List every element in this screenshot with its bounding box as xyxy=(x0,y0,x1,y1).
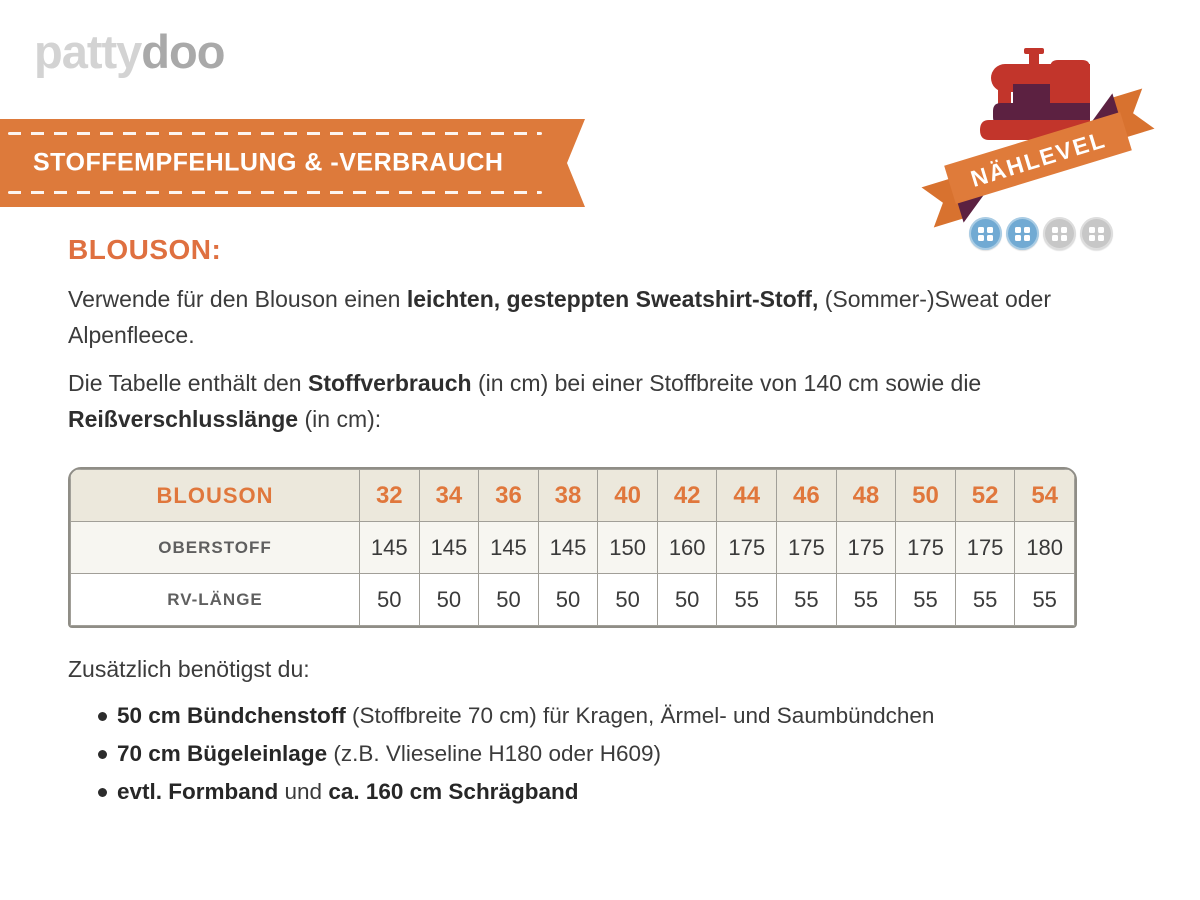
rv-value: 55 xyxy=(1014,573,1075,626)
size-header: 32 xyxy=(359,469,420,522)
oberstoff-value: 145 xyxy=(537,521,599,574)
naehlevel-badge: NÄHLEVEL xyxy=(921,48,1155,228)
rv-value: 50 xyxy=(656,573,718,626)
rv-value: 50 xyxy=(359,573,420,626)
extras-list: 50 cm Bündchenstoff (Stoffbreite 70 cm) … xyxy=(98,697,934,811)
size-header: 42 xyxy=(656,469,718,522)
list-item: 50 cm Bündchenstoff (Stoffbreite 70 cm) … xyxy=(98,697,934,735)
oberstoff-value: 145 xyxy=(359,521,420,574)
oberstoff-value: 175 xyxy=(716,521,778,574)
section-banner: STOFFEMPFEHLUNG & -VERBRAUCH xyxy=(0,119,585,207)
size-header: 50 xyxy=(895,469,956,522)
bullet-icon xyxy=(98,750,107,759)
rv-value: 55 xyxy=(895,573,956,626)
rv-value: 50 xyxy=(537,573,599,626)
size-header: 40 xyxy=(597,469,658,522)
logo-part-patty: patty xyxy=(34,25,142,78)
list-item-text: 50 cm Bündchenstoff (Stoffbreite 70 cm) … xyxy=(117,703,935,728)
fabric-table: BLOUSON 32 34 36 38 40 42 44 46 48 50 52… xyxy=(70,469,1075,626)
list-item-text: evtl. Formband und ca. 160 cm Schrägband xyxy=(117,779,579,804)
fabric-table-wrapper: BLOUSON 32 34 36 38 40 42 44 46 48 50 52… xyxy=(68,467,1077,628)
level-buttons xyxy=(969,217,1113,250)
oberstoff-value: 175 xyxy=(954,521,1016,574)
rv-value: 55 xyxy=(835,573,897,626)
oberstoff-value: 160 xyxy=(656,521,718,574)
row-label: RV-LÄNGE xyxy=(70,573,360,626)
bullet-icon xyxy=(98,712,107,721)
rv-value: 55 xyxy=(776,573,837,626)
table-row-oberstoff: OBERSTOFF 145 145 145 145 150 160 175 17… xyxy=(70,521,1075,574)
size-header: 54 xyxy=(1014,469,1075,522)
pattydoo-logo: pattydoo xyxy=(34,24,225,79)
intro-paragraph: Verwende für den Blouson einen leichten,… xyxy=(68,286,1051,348)
sewing-machine-icon xyxy=(980,48,1090,140)
logo-part-doo: doo xyxy=(141,25,225,78)
oberstoff-value: 145 xyxy=(478,521,539,574)
rv-value: 50 xyxy=(418,573,480,626)
table-intro-paragraph: Die Tabelle enthält den Stoffverbrauch (… xyxy=(68,370,982,432)
oberstoff-value: 180 xyxy=(1014,521,1075,574)
rv-value: 55 xyxy=(716,573,778,626)
oberstoff-value: 175 xyxy=(835,521,897,574)
rv-value: 50 xyxy=(478,573,539,626)
list-item: 70 cm Bügeleinlage (z.B. Vlieseline H180… xyxy=(98,735,934,773)
button-icon xyxy=(969,217,1002,250)
button-icon xyxy=(1080,217,1113,250)
bullet-icon xyxy=(98,788,107,797)
size-header: 44 xyxy=(716,469,778,522)
rv-value: 50 xyxy=(597,573,658,626)
size-header: 38 xyxy=(537,469,599,522)
rv-value: 55 xyxy=(954,573,1016,626)
size-header: 48 xyxy=(835,469,897,522)
table-header-row: BLOUSON 32 34 36 38 40 42 44 46 48 50 52… xyxy=(70,469,1075,522)
list-item: evtl. Formband und ca. 160 cm Schrägband xyxy=(98,773,934,811)
page-title: BLOUSON: xyxy=(68,234,222,265)
stitch-line-top xyxy=(8,132,542,135)
extras-heading: Zusätzlich benötigst du: xyxy=(68,656,310,682)
oberstoff-value: 175 xyxy=(776,521,837,574)
oberstoff-value: 175 xyxy=(895,521,956,574)
oberstoff-value: 145 xyxy=(418,521,480,574)
table-row-rv-laenge: RV-LÄNGE 50 50 50 50 50 50 55 55 55 55 5… xyxy=(70,573,1075,626)
button-icon xyxy=(1043,217,1076,250)
size-header: 36 xyxy=(478,469,539,522)
size-header: 46 xyxy=(776,469,837,522)
stitch-line-bottom xyxy=(8,191,542,194)
row-label: OBERSTOFF xyxy=(70,521,360,574)
size-header: 52 xyxy=(954,469,1016,522)
button-icon xyxy=(1006,217,1039,250)
table-title-cell: BLOUSON xyxy=(70,469,360,522)
size-header: 34 xyxy=(418,469,480,522)
banner-title: STOFFEMPFEHLUNG & -VERBRAUCH xyxy=(33,148,504,177)
oberstoff-value: 150 xyxy=(597,521,658,574)
list-item-text: 70 cm Bügeleinlage (z.B. Vlieseline H180… xyxy=(117,741,662,766)
